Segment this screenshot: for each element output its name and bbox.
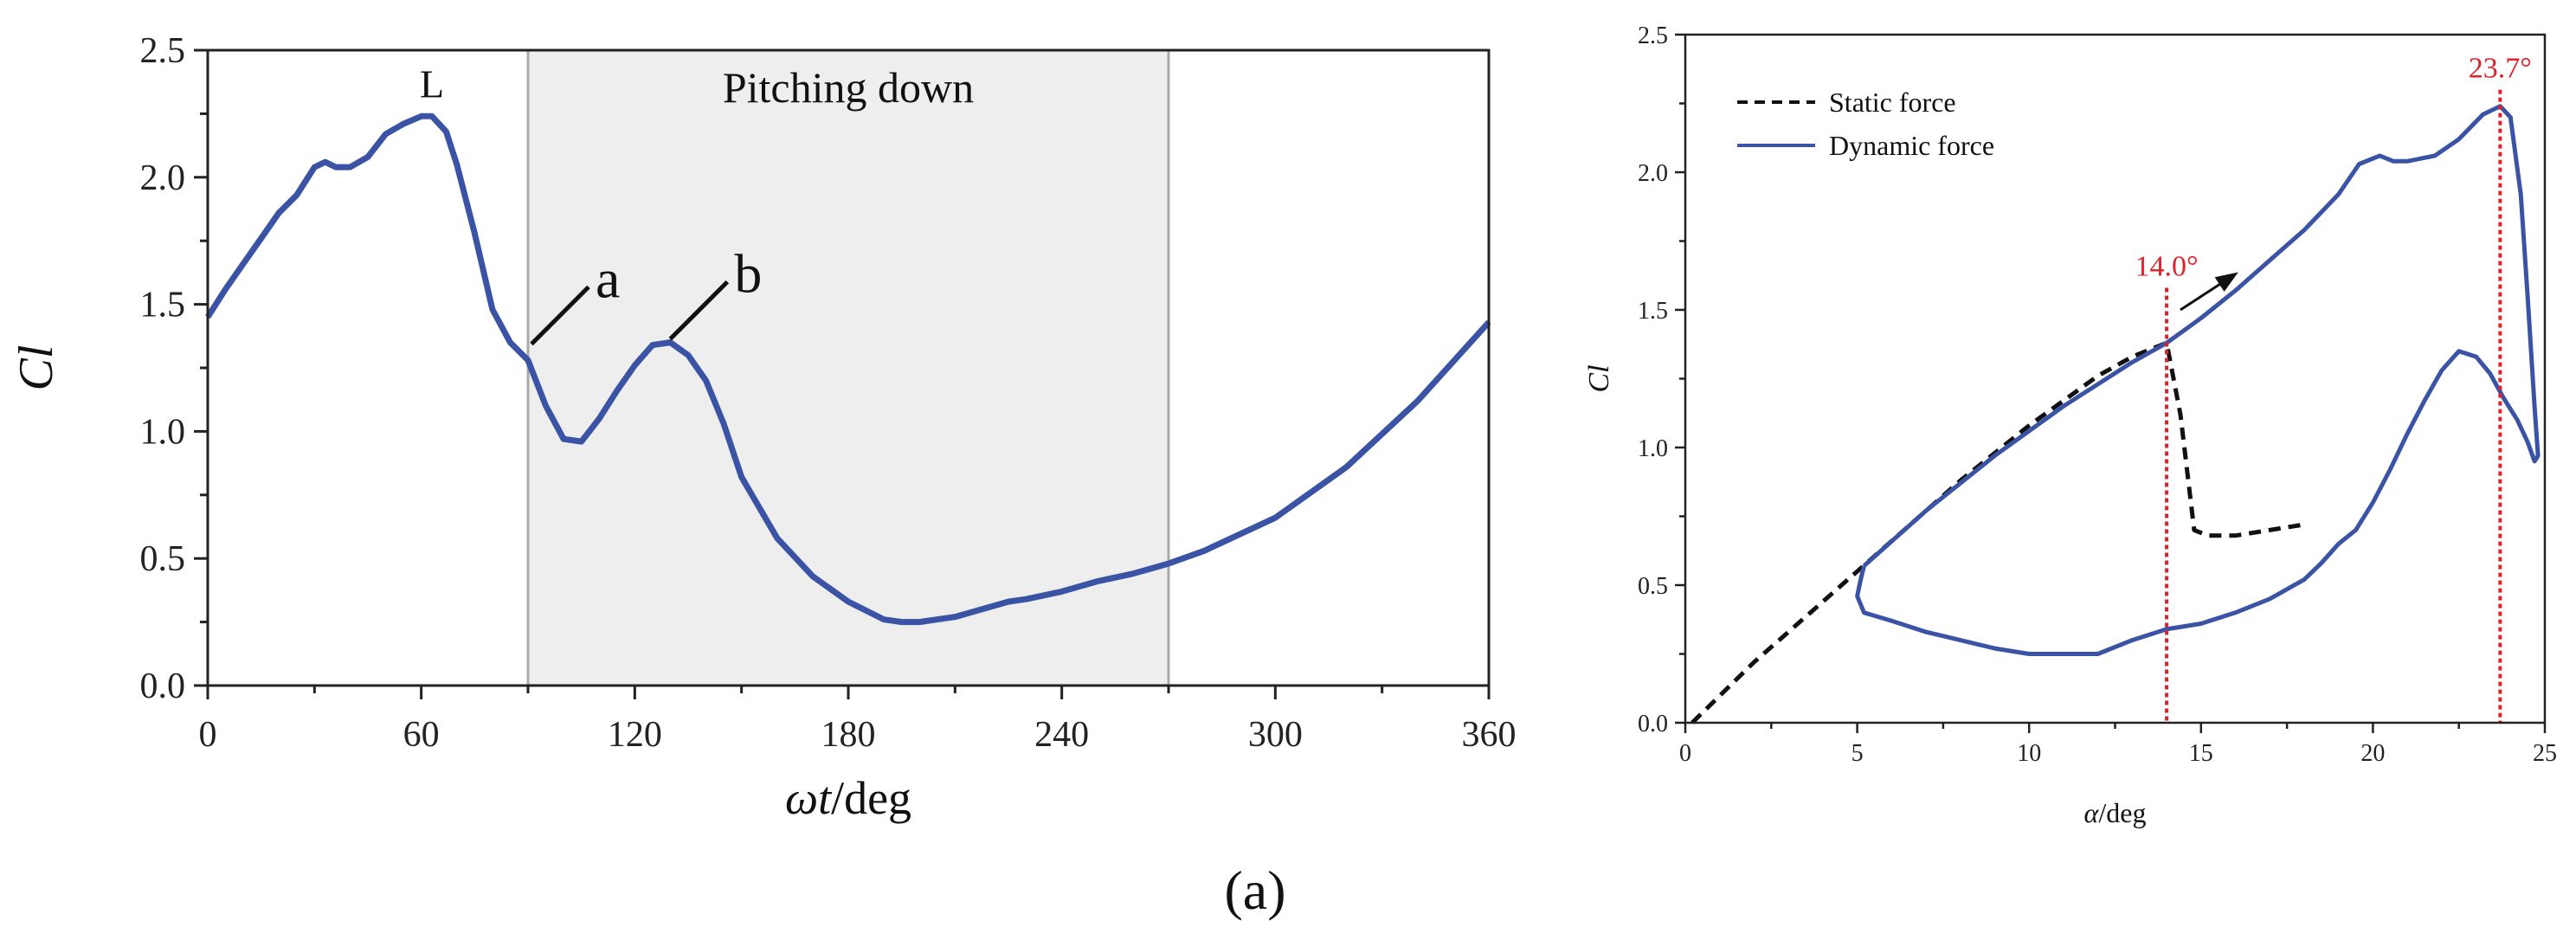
right-y-tick-label: 2.5 [1638, 23, 1668, 49]
right-chart: 14.0° 23.7° 0 5 10 15 20 25 0.0 0.5 1.0 1.5 2.0 2.5… [1583, 23, 2557, 828]
left-x-tick-label: 180 [821, 715, 876, 755]
right-x-ticks: 0 5 10 15 20 25 [1679, 723, 2557, 767]
static-force-line [1690, 340, 2305, 724]
left-annotations: La b [420, 61, 762, 346]
annotation-label-L: L [420, 61, 444, 106]
right-x-tick-label: 15 [2189, 740, 2213, 767]
right-x-axis-title: α/deg [2084, 797, 2147, 828]
left-shaded-region-label: Pitching down [723, 63, 974, 112]
left-y-tick-label: 1.5 [140, 286, 186, 325]
left-x-tick-label: 360 [1462, 715, 1517, 755]
left-x-tick-label: 0 [199, 715, 217, 755]
right-y-axis-title: Cl [1583, 364, 1615, 392]
left-x-axis-title: ωt/deg [785, 772, 911, 824]
vertical-marker-label-0: 14.0° [2135, 251, 2199, 283]
right-x-tick-label: 20 [2360, 740, 2385, 767]
left-y-ticks: 0.0 0.5 1.0 1.5 2.0 2.5 [140, 31, 208, 706]
right-plot-frame [1684, 33, 2547, 724]
left-y-tick-label: 0.0 [140, 666, 186, 706]
right-y-tick-label: 1.0 [1638, 435, 1668, 462]
direction-arrow-head [2214, 272, 2238, 293]
legend: Static force Dynamic force [1737, 87, 1994, 161]
left-x-tick-label: 240 [1034, 715, 1089, 755]
annotation-label-b: b [734, 243, 762, 305]
right-y-tick-label: 1.5 [1638, 298, 1668, 325]
right-y-tick-label: 0.5 [1638, 573, 1668, 600]
left-x-tick-label: 300 [1248, 715, 1303, 755]
dynamic-force-line [1855, 104, 2541, 656]
right-x-axis-title-italic: α [2084, 797, 2100, 828]
left-y-axis-title: Cl [10, 345, 63, 391]
vertical-marker-label-1: 23.7° [2469, 53, 2532, 85]
annotation-leader-a [530, 285, 590, 346]
right-x-tick-label: 10 [2017, 740, 2041, 767]
left-x-ticks: 0 60 120 180 240 300 360 [199, 686, 1517, 755]
annotation-label-a: a [596, 248, 620, 310]
left-chart: Pitching down 0 60 120 180 240 300 360 0.0 0.5 1… [10, 31, 1517, 824]
right-y-ticks: 0.0 0.5 1.0 1.5 2.0 2.5 [1638, 23, 1685, 737]
left-x-axis-title-italic: ωt [785, 772, 833, 824]
right-x-tick-label: 25 [2533, 740, 2557, 767]
right-vertical-markers: 14.0° 23.7° [2135, 53, 2532, 723]
left-y-tick-label: 1.0 [140, 412, 186, 452]
left-y-tick-label: 2.5 [140, 31, 186, 71]
left-y-tick-label: 2.0 [140, 158, 186, 198]
left-y-tick-label: 0.5 [140, 539, 186, 579]
right-x-tick-label: 0 [1679, 740, 1691, 767]
left-x-tick-label: 120 [608, 715, 662, 755]
legend-static-label: Static force [1829, 87, 1956, 118]
left-series-line-0 [205, 113, 1491, 626]
right-y-tick-label: 0.0 [1638, 711, 1668, 737]
right-series-group [1690, 104, 2541, 724]
left-x-tick-label: 60 [403, 715, 440, 755]
right-x-axis-title-unit: /deg [2098, 797, 2146, 828]
left-series-group [205, 113, 1491, 626]
figure-caption: (a) [1224, 860, 1285, 921]
left-x-axis-title-unit: /deg [831, 772, 911, 824]
annotation-leader-b [668, 280, 730, 341]
right-y-tick-label: 2.0 [1638, 160, 1668, 187]
right-x-tick-label: 5 [1852, 740, 1864, 767]
legend-dynamic-label: Dynamic force [1829, 130, 1994, 161]
